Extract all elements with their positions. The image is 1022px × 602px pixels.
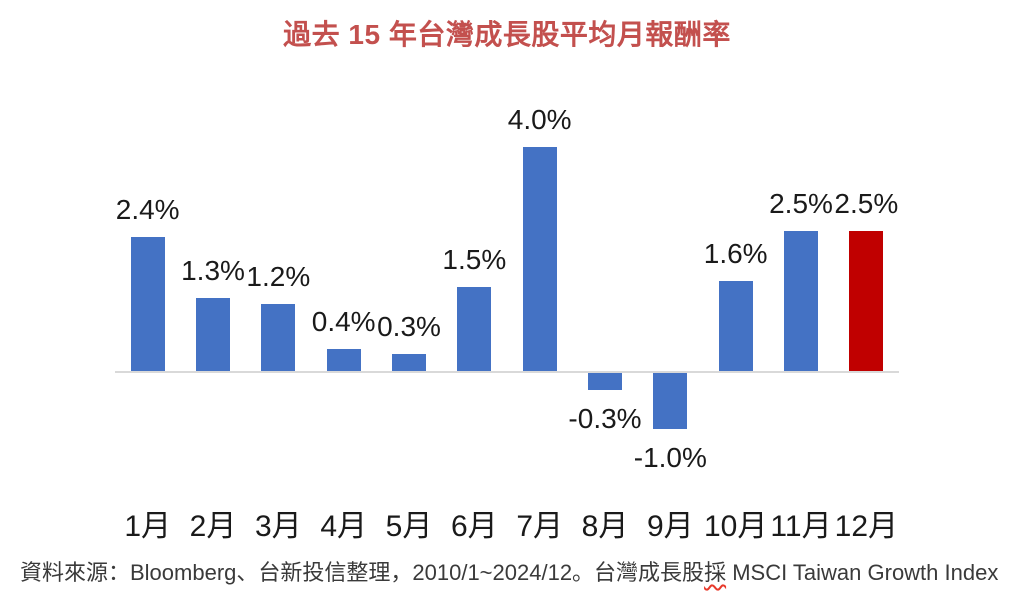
- value-label-month-4: 0.4%: [311, 305, 376, 337]
- value-label-month-8: -0.3%: [568, 402, 642, 434]
- value-label-month-2: 1.3%: [181, 255, 245, 287]
- bar-month-5: [392, 354, 426, 371]
- value-label-month-3: 1.2%: [246, 260, 311, 292]
- value-label-month-11: 2.5%: [769, 188, 833, 219]
- value-label-month-7: 4.0%: [507, 104, 572, 135]
- month-label-8: 8月: [581, 510, 629, 543]
- bar-month-6: [457, 287, 492, 371]
- spellcheck-underlined-word: 採: [704, 560, 727, 585]
- bar-month-11: [784, 231, 818, 371]
- value-label-month-9: -1.0%: [633, 442, 707, 473]
- month-label-10: 10月: [703, 510, 768, 543]
- month-label-11: 11月: [770, 510, 832, 543]
- value-label-month-5: 0.3%: [377, 311, 441, 343]
- bar-month-1: [130, 236, 165, 371]
- bar-month-2: [196, 298, 230, 371]
- month-label-1: 1月: [124, 510, 171, 543]
- value-label-month-10: 1.6%: [703, 238, 768, 270]
- bar-month-4: [326, 348, 361, 371]
- month-label-5: 5月: [385, 510, 433, 543]
- month-label-2: 2月: [189, 510, 237, 543]
- source-note-text-zh: 資料來源：Bloomberg、台新投信整理，2010/1~2024/12。台灣成…: [20, 560, 705, 585]
- bar-month-10: [718, 281, 753, 371]
- source-note-text-en: MSCI Taiwan Growth Index: [726, 560, 999, 585]
- month-label-3: 3月: [254, 510, 302, 543]
- value-label-month-1: 2.4%: [115, 193, 180, 225]
- bar-month-9: [653, 373, 688, 429]
- bar-month-8: [588, 373, 622, 390]
- source-note: 資料來源：Bloomberg、台新投信整理，2010/1~2024/12。台灣成…: [20, 558, 1010, 588]
- value-label-month-12: 2.5%: [834, 188, 899, 219]
- month-label-6: 6月: [450, 510, 498, 543]
- bar-month-12: [849, 231, 884, 371]
- month-label-4: 4月: [320, 510, 367, 543]
- x-axis-line: [115, 371, 899, 373]
- month-label-7: 7月: [516, 510, 563, 543]
- bar-month-3: [261, 303, 296, 371]
- month-label-9: 9月: [646, 510, 694, 543]
- bar-month-7: [522, 147, 557, 371]
- value-label-month-6: 1.5%: [442, 244, 507, 275]
- chart-title: 過去 15 年台灣成長股平均月報酬率: [283, 19, 731, 50]
- month-label-12: 12月: [834, 510, 899, 543]
